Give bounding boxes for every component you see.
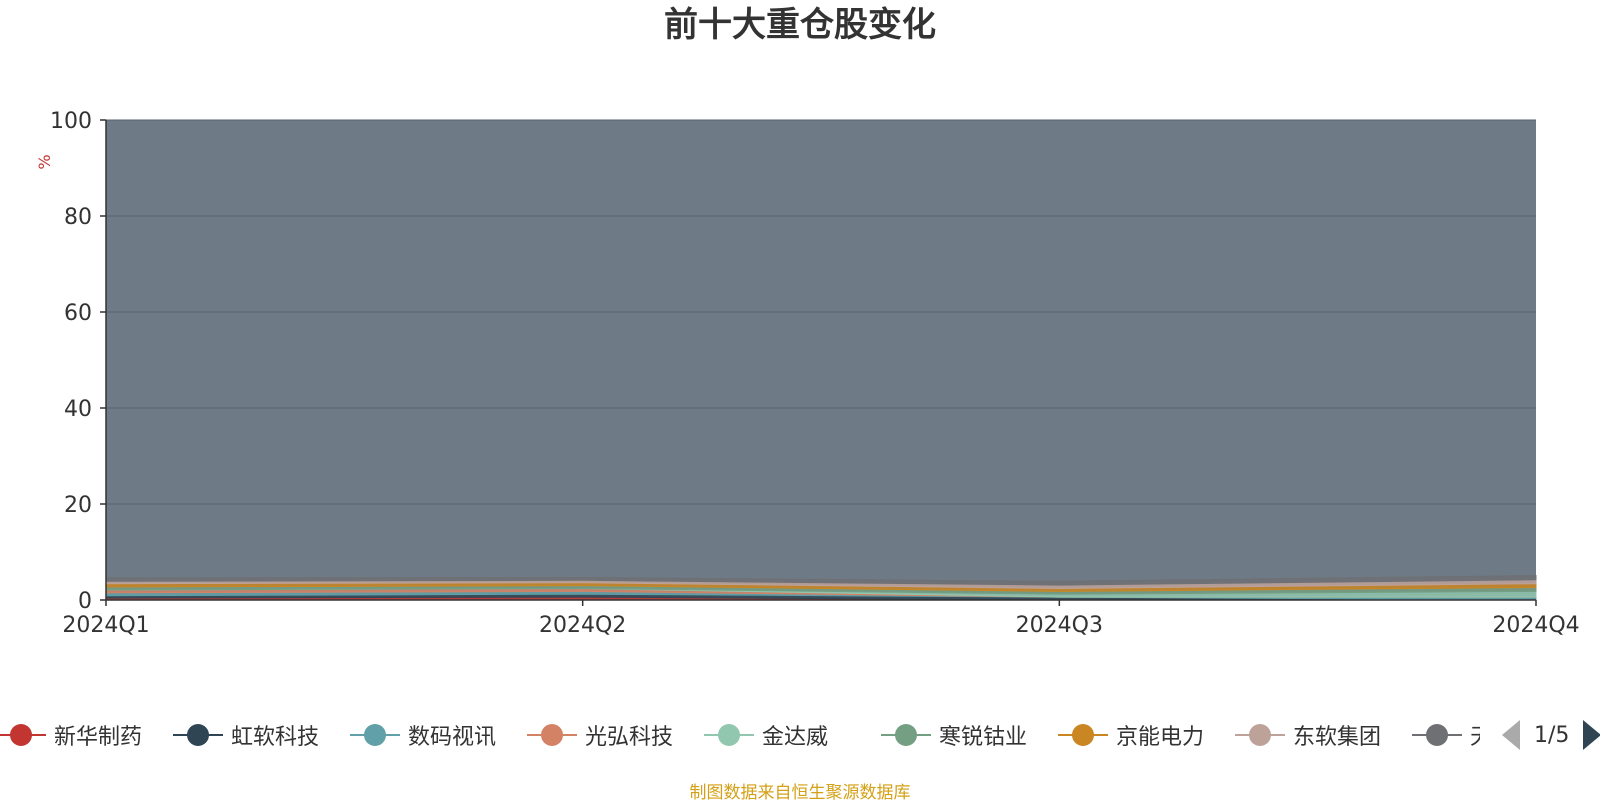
x-tick-label: 2024Q3: [1016, 613, 1103, 638]
y-tick-label: 0: [78, 589, 92, 614]
legend-item[interactable]: 数码视讯: [350, 710, 496, 760]
legend-item[interactable]: 天: [1412, 710, 1480, 760]
legend-prev-icon[interactable]: [1502, 720, 1520, 750]
legend-label: 光弘科技: [585, 725, 674, 750]
y-axis-label: %: [35, 154, 54, 169]
legend-item[interactable]: 金达威: [704, 710, 828, 760]
legend-pager: 1/5: [1502, 710, 1600, 760]
y-tick-label: 40: [64, 397, 92, 422]
x-tick-label: 2024Q2: [539, 613, 626, 638]
y-tick-label: 100: [50, 109, 92, 134]
x-tick-label: 2024Q4: [1492, 613, 1579, 638]
y-tick-label: 80: [64, 205, 92, 230]
legend-page-indicator: 1/5: [1534, 722, 1570, 748]
source-note: 制图数据来自恒生聚源数据库: [689, 783, 911, 803]
legend-label: 数码视讯: [408, 725, 497, 750]
legend-label: 新华制药: [54, 725, 143, 750]
legend-marker-icon: [1058, 722, 1108, 748]
series-area: [105, 574, 1537, 586]
legend-label: 东软集团: [1293, 725, 1382, 750]
legend-next-icon[interactable]: [1583, 720, 1600, 750]
legend-marker-icon: [0, 722, 46, 748]
x-tick-label: 2024Q1: [62, 613, 149, 638]
legend-marker-icon: [1412, 722, 1462, 748]
legend-marker-icon: [350, 722, 400, 748]
legend-item[interactable]: 东软集团: [1235, 710, 1381, 760]
legend-label: 天: [1470, 719, 1480, 751]
legend-label: 寒锐钴业: [939, 725, 1028, 750]
y-tick-label: 20: [64, 493, 92, 518]
legend: 新华制药 虹软科技 数码视讯 光弘科技 金达威 寒锐钴业 京能电力 东软集团 天 1/5: [0, 710, 1600, 760]
legend-item[interactable]: 新华制药: [0, 710, 142, 760]
legend-label: 京能电力: [1116, 725, 1205, 750]
legend-marker-icon: [527, 722, 577, 748]
legend-marker-icon: [704, 722, 754, 748]
legend-label: 虹软科技: [231, 725, 320, 750]
legend-item[interactable]: 光弘科技: [527, 710, 673, 760]
chart-title: 前十大重仓股变化: [664, 5, 936, 45]
legend-label: 金达威: [762, 725, 829, 750]
legend-marker-icon: [173, 722, 223, 748]
legend-item[interactable]: 京能电力: [1058, 710, 1204, 760]
area-chart: 0 20 40 60 80 100 2024Q1 2024Q2 2024Q3 2024Q4%: [35, 109, 1580, 638]
plot-area: [106, 120, 1536, 600]
legend-item[interactable]: 虹软科技: [173, 710, 319, 760]
legend-marker-icon: [1235, 722, 1285, 748]
legend-marker-icon: [881, 722, 931, 748]
legend-item[interactable]: 寒锐钴业: [881, 710, 1027, 760]
y-tick-label: 60: [64, 301, 92, 326]
legend-items: 新华制药 虹软科技 数码视讯 光弘科技 金达威 寒锐钴业 京能电力 东软集团 天: [0, 710, 1480, 760]
